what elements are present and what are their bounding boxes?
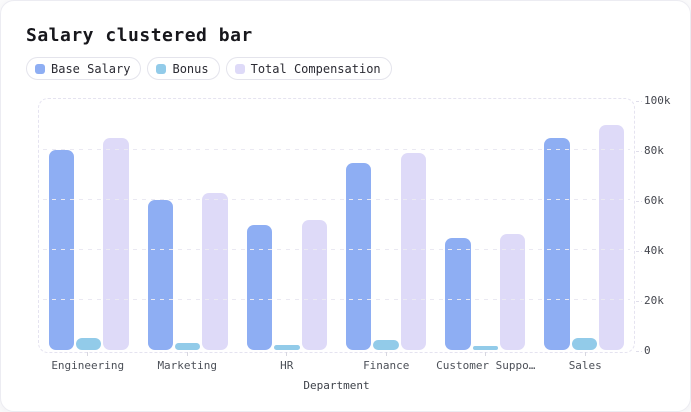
legend-item-label: Total Compensation	[250, 61, 381, 76]
x-axis-cell-customer-support: Customer Suppo…	[436, 352, 536, 372]
bar-group-sales	[543, 99, 625, 350]
bar-clusters	[39, 99, 634, 352]
x-axis-label-sales: Sales	[568, 359, 602, 372]
y-axis-label-100k: 100k	[644, 94, 671, 107]
y-axis-tick	[636, 151, 642, 152]
gridline-80k	[43, 149, 630, 150]
y-axis-tick	[636, 251, 642, 252]
legend-item-label: Bonus	[172, 61, 209, 76]
x-axis-title: Department	[303, 379, 370, 392]
bar-base-salary-finance[interactable]	[346, 162, 372, 350]
legend-swatch-icon	[156, 63, 167, 74]
bar-bonus-customer-support[interactable]	[472, 346, 498, 350]
bar-bonus-sales[interactable]	[571, 337, 598, 350]
bar-base-salary-sales[interactable]	[544, 137, 570, 350]
gridline-20k	[43, 299, 630, 300]
x-axis-labels: Engineering Marketing HR Finance Customer Su…	[38, 352, 635, 372]
bar-group-marketing	[147, 99, 229, 350]
x-axis-cell-sales: Sales	[537, 352, 633, 372]
x-axis-label-finance: Finance	[363, 359, 410, 372]
bar-group-customer-support	[444, 99, 526, 350]
bar-bonus-marketing[interactable]	[175, 342, 201, 350]
bar-base-salary-marketing[interactable]	[147, 200, 174, 350]
bar-base-salary-engineering[interactable]	[48, 150, 74, 350]
bar-bonus-engineering[interactable]	[75, 337, 102, 350]
bar-total-compensation-customer-support[interactable]	[499, 233, 526, 350]
y-axis-label-80k: 80k	[644, 144, 664, 157]
legend: Base Salary Bonus Total Compensation	[26, 57, 392, 80]
bar-group-engineering	[48, 99, 130, 350]
legend-item-base-salary[interactable]: Base Salary	[26, 57, 142, 80]
gridline-40k	[43, 249, 630, 250]
x-axis-label-engineering: Engineering	[51, 359, 125, 372]
y-axis-label-60k: 60k	[644, 194, 664, 207]
x-axis-tick	[485, 352, 487, 356]
bar-base-salary-customer-support[interactable]	[445, 237, 471, 350]
x-axis-tick	[286, 352, 288, 356]
bar-total-compensation-finance[interactable]	[400, 152, 427, 350]
y-axis-label-20k: 20k	[644, 294, 664, 307]
x-axis-cell-marketing: Marketing	[139, 352, 235, 372]
legend-item-label: Base Salary	[51, 61, 131, 76]
bar-group-finance	[345, 99, 427, 350]
bar-total-compensation-marketing[interactable]	[202, 192, 228, 350]
x-axis-label-customer-support: Customer Suppo…	[436, 359, 536, 372]
y-axis-label-0: 0	[644, 344, 651, 357]
x-axis-tick	[87, 352, 89, 356]
bar-total-compensation-engineering[interactable]	[103, 137, 129, 350]
x-axis-label-hr: HR	[280, 359, 294, 372]
legend-item-total-compensation[interactable]: Total Compensation	[225, 57, 392, 80]
bar-base-salary-hr[interactable]	[246, 225, 273, 350]
y-axis-tick	[636, 201, 642, 202]
legend-item-bonus[interactable]: Bonus	[147, 57, 220, 80]
bar-group-hr	[246, 99, 328, 350]
plot-area	[38, 98, 635, 353]
bar-bonus-hr[interactable]	[274, 345, 300, 350]
bar-total-compensation-sales[interactable]	[599, 125, 625, 350]
legend-swatch-icon	[35, 63, 45, 74]
legend-swatch-icon	[234, 63, 245, 74]
x-axis-label-marketing: Marketing	[157, 359, 218, 372]
gridline-60k	[43, 199, 630, 200]
x-axis-cell-engineering: Engineering	[40, 352, 136, 372]
x-axis-cell-finance: Finance	[338, 352, 434, 372]
page-title: Salary clustered bar	[26, 25, 253, 46]
x-axis-tick	[186, 352, 188, 356]
bar-total-compensation-hr[interactable]	[301, 220, 327, 350]
y-axis-label-40k: 40k	[644, 244, 664, 257]
y-axis-tick	[636, 101, 642, 102]
y-axis-tick	[636, 351, 642, 352]
x-axis-cell-hr: HR	[239, 352, 335, 372]
bar-bonus-finance[interactable]	[373, 340, 399, 350]
x-axis-tick	[385, 352, 387, 356]
y-axis-tick	[636, 301, 642, 302]
x-axis-tick	[584, 352, 586, 356]
